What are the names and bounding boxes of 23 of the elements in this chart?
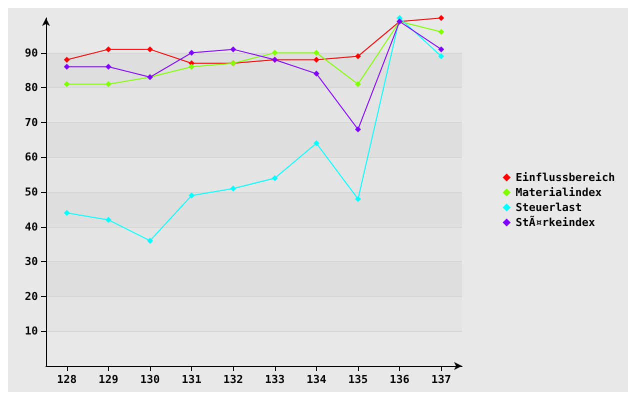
x-tick-label: 133 — [264, 373, 285, 386]
y-tick-label: 60 — [24, 150, 38, 164]
y-tick-label: 80 — [24, 81, 38, 94]
y-tick-label: 70 — [24, 116, 38, 129]
legend-label: Materialindex — [516, 186, 602, 199]
y-tick-label: 40 — [24, 220, 38, 234]
y-tick-label: 30 — [24, 255, 38, 268]
x-tick-label: 129 — [98, 373, 118, 386]
legend-label: Steuerlast — [516, 201, 582, 214]
x-tick-label: 128 — [56, 373, 77, 386]
x-tick-label: 137 — [431, 373, 452, 386]
x-tick-label: 132 — [223, 373, 244, 386]
x-tick-label: 130 — [140, 373, 160, 386]
y-tick-label: 50 — [24, 186, 38, 198]
y-tick-label: 90 — [24, 46, 38, 60]
y-tick-label: 20 — [24, 290, 38, 303]
x-tick-label: 135 — [348, 373, 368, 386]
legend-label: Einflussbereich — [516, 171, 616, 184]
x-tick-label: 131 — [182, 373, 202, 386]
x-tick-label: 136 — [390, 373, 410, 386]
x-tick-label: 134 — [306, 373, 327, 386]
y-tick-label: 10 — [24, 324, 38, 338]
legend-label: StÃ¤rkeindex — [516, 215, 596, 229]
